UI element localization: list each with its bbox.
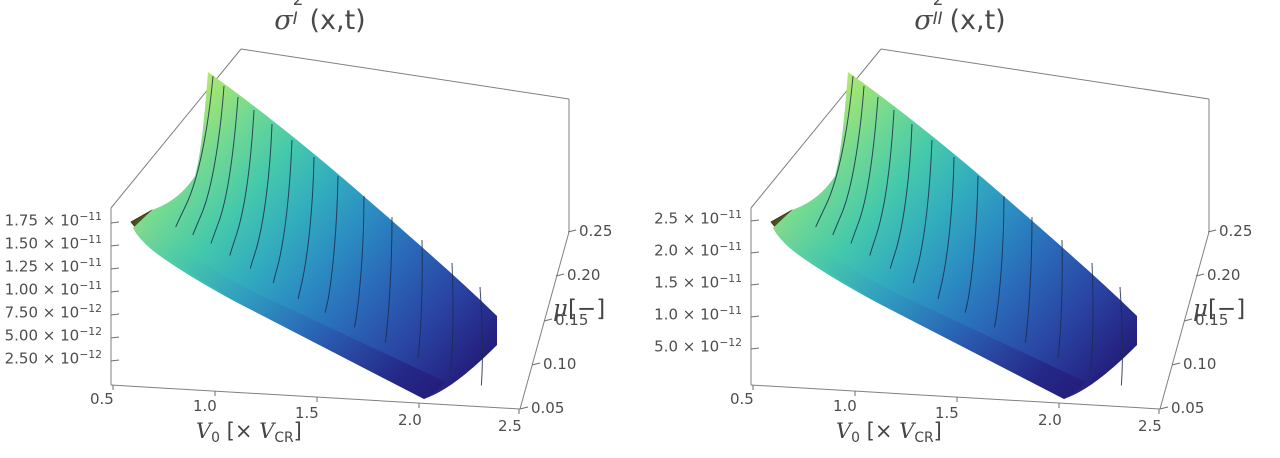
z-tick-label-left-5: 5.00 × 10−12 (4, 325, 102, 345)
axes-bounding-box-left (110, 48, 570, 410)
surface-front-edge-right (773, 224, 1086, 399)
mu-tick-label-left-3: 0.20 (567, 266, 601, 284)
title-args: (x,t) (309, 5, 366, 36)
z-tick-label-right-0: 2.5 × 10−11 (654, 208, 742, 228)
z-tick-label-left-0: 1.75 × 10−11 (4, 210, 102, 230)
mu-axis-label-left: μ[−] (553, 296, 606, 322)
surface-plot-panel-left: σ2I(x,t) (0, 0, 640, 446)
surface-top-left (133, 72, 497, 399)
x-axis-ticks-left (112, 385, 520, 414)
mu-axis-label-right: μ[−] (1193, 296, 1246, 322)
z-axis-ticks-left (110, 221, 120, 362)
surface-front-edge-left (133, 224, 446, 399)
x-tick-label-left-1: 1.0 (193, 397, 217, 415)
x-tick-label-left-0: 0.5 (90, 390, 114, 408)
z-tick-label-left-2: 1.25 × 10−11 (4, 256, 102, 276)
z-tick-label-right-2: 1.5 × 10−11 (654, 272, 742, 292)
sigma-sup-sub-left: 2I (292, 0, 304, 29)
mu-axis-ticks-right (1159, 229, 1217, 410)
panel-title-right: σ2II (x,t) (640, 0, 1280, 36)
x-tick-label-right-1: 1.0 (833, 397, 857, 415)
surface-mesh-right (770, 72, 1137, 399)
z-tick-label-left-3: 1.00 × 10−11 (4, 279, 102, 299)
z-tick-label-right-4: 5.0 × 10−12 (654, 336, 742, 356)
z-tick-label-left-1: 1.50 × 10−11 (4, 233, 102, 253)
x-tick-label-right-3: 2.0 (1038, 411, 1062, 429)
x-axis-label-left: V0 [× VCR] (196, 419, 302, 446)
z-tick-label-right-3: 1.0 × 10−11 (654, 304, 742, 324)
z-tick-label-left-4: 7.50 × 10−12 (4, 302, 102, 322)
z-axis-ticks-right (750, 219, 760, 350)
z-tick-label-right-1: 2.0 × 10−11 (654, 240, 742, 260)
x-tick-label-left-2: 1.5 (295, 404, 319, 422)
x-tick-label-left-3: 2.0 (398, 411, 422, 429)
z-tick-label-left-6: 2.50 × 10−12 (4, 348, 102, 368)
mu-tick-label-left-0: 0.05 (531, 399, 565, 417)
mu-tick-label-right-0: 0.05 (1171, 399, 1205, 417)
mu-tick-label-right-3: 0.20 (1207, 266, 1241, 284)
x-tick-label-right-2: 1.5 (935, 404, 959, 422)
sigma-sup-sub-right: 2II (932, 0, 944, 29)
mu-axis-ticks-left (519, 229, 577, 410)
mu-tick-label-left-1: 0.10 (543, 355, 577, 373)
surface-plot-svg-right (750, 48, 1217, 414)
x-tick-label-left-4: 2.5 (498, 417, 522, 435)
x-axis-label-right: V0 [× VCR] (836, 419, 942, 446)
mu-tick-label-right-4: 0.25 (1219, 222, 1253, 240)
sigma-glyph: σ (914, 5, 933, 36)
surface-plot-panel-right: σ2II (x,t) (640, 0, 1280, 458)
surface-mesh-left (130, 72, 497, 399)
surface-top-right (773, 72, 1137, 399)
mu-tick-label-right-1: 0.10 (1183, 355, 1217, 373)
x-axis-ticks-right (752, 385, 1160, 414)
sigma-glyph: σ (274, 5, 293, 36)
x-tick-label-right-0: 0.5 (730, 390, 754, 408)
mu-tick-label-left-2: 0.15 (555, 311, 589, 329)
surface-plot-svg-left (110, 48, 577, 414)
x-tick-label-right-4: 2.5 (1138, 417, 1162, 435)
title-args: (x,t) (949, 5, 1006, 36)
panel-title-left: σ2I(x,t) (0, 0, 640, 36)
mu-tick-label-left-4: 0.25 (579, 222, 613, 240)
mu-tick-label-right-2: 0.15 (1195, 311, 1229, 329)
